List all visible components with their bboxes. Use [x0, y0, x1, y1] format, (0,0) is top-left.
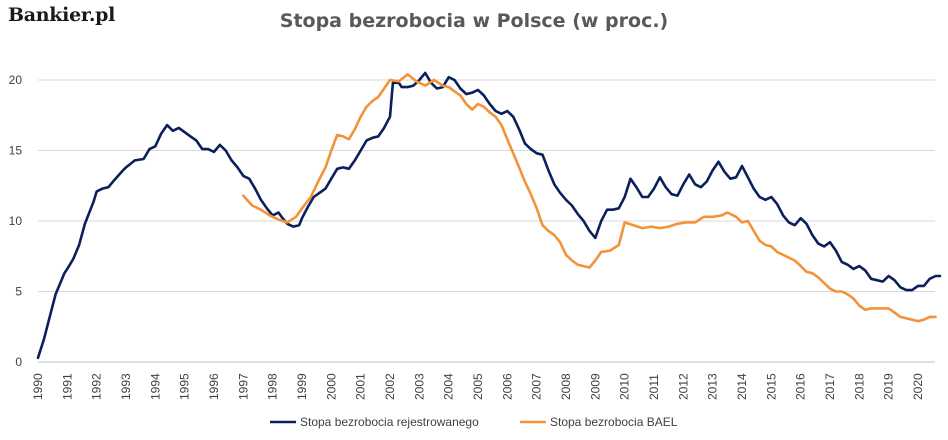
x-tick-label: 2008 [559, 373, 573, 400]
series-line-2 [242, 73, 937, 323]
y-tick-label: 0 [15, 355, 22, 369]
series-line-1 [36, 71, 942, 360]
x-tick-label: 2015 [764, 373, 778, 400]
x-tick-label: 1995 [178, 373, 192, 400]
x-tick-label: 2000 [324, 373, 338, 400]
x-tick-label: 2014 [735, 373, 749, 400]
x-tick-label: 2012 [676, 373, 690, 400]
y-axis-tick-labels: 0 5 10 15 20 [9, 73, 23, 369]
x-tick-label: 2019 [882, 373, 896, 400]
x-tick-label: 2011 [647, 374, 661, 400]
x-tick-label: 2005 [471, 373, 485, 400]
x-tick-label: 1999 [295, 373, 309, 400]
x-tick-label: 2003 [412, 373, 426, 400]
x-tick-label: 1993 [119, 373, 133, 400]
series-lines [36, 71, 942, 360]
y-tick-label: 5 [15, 285, 22, 299]
legend: Stopa bezrobocia rejestrowanego Stopa bez… [270, 415, 678, 429]
x-tick-label: 2010 [618, 373, 632, 400]
x-tick-label: 2017 [823, 373, 837, 400]
bankier-logo: Bankier.pl [8, 4, 116, 26]
x-tick-label: 2016 [794, 373, 808, 400]
x-tick-label: 2001 [354, 373, 368, 400]
x-tick-label: 2013 [706, 373, 720, 400]
y-tick-label: 15 [9, 144, 23, 158]
x-tick-label: 1997 [236, 373, 250, 400]
x-tick-label: 2006 [500, 373, 514, 400]
x-tick-label: 1994 [148, 373, 162, 400]
gridlines [38, 79, 935, 363]
y-tick-label: 10 [9, 214, 23, 228]
x-tick-label: 1992 [90, 373, 104, 400]
y-tick-label: 20 [9, 73, 23, 87]
legend-label-2: Stopa bezrobocia BAEL [550, 415, 678, 429]
legend-label-1: Stopa bezrobocia rejestrowanego [300, 415, 479, 429]
chart-title: Stopa bezrobocia w Polsce (w proc.) [279, 10, 669, 32]
x-tick-label: 1996 [207, 373, 221, 400]
x-tick-label: 2018 [852, 373, 866, 400]
x-tick-label: 1990 [31, 373, 45, 400]
x-tick-label: 2020 [911, 373, 925, 400]
x-tick-label: 2007 [530, 373, 544, 400]
x-tick-label: 2004 [442, 373, 456, 400]
x-tick-label: 1998 [266, 373, 280, 400]
x-axis-tick-labels: 1990 1991 1992 1993 1994 1995 1996 1997 1998 1999… [31, 373, 925, 400]
x-tick-label: 1991 [60, 373, 74, 400]
x-tick-label: 2002 [383, 373, 397, 400]
x-tick-label: 2009 [588, 373, 602, 400]
